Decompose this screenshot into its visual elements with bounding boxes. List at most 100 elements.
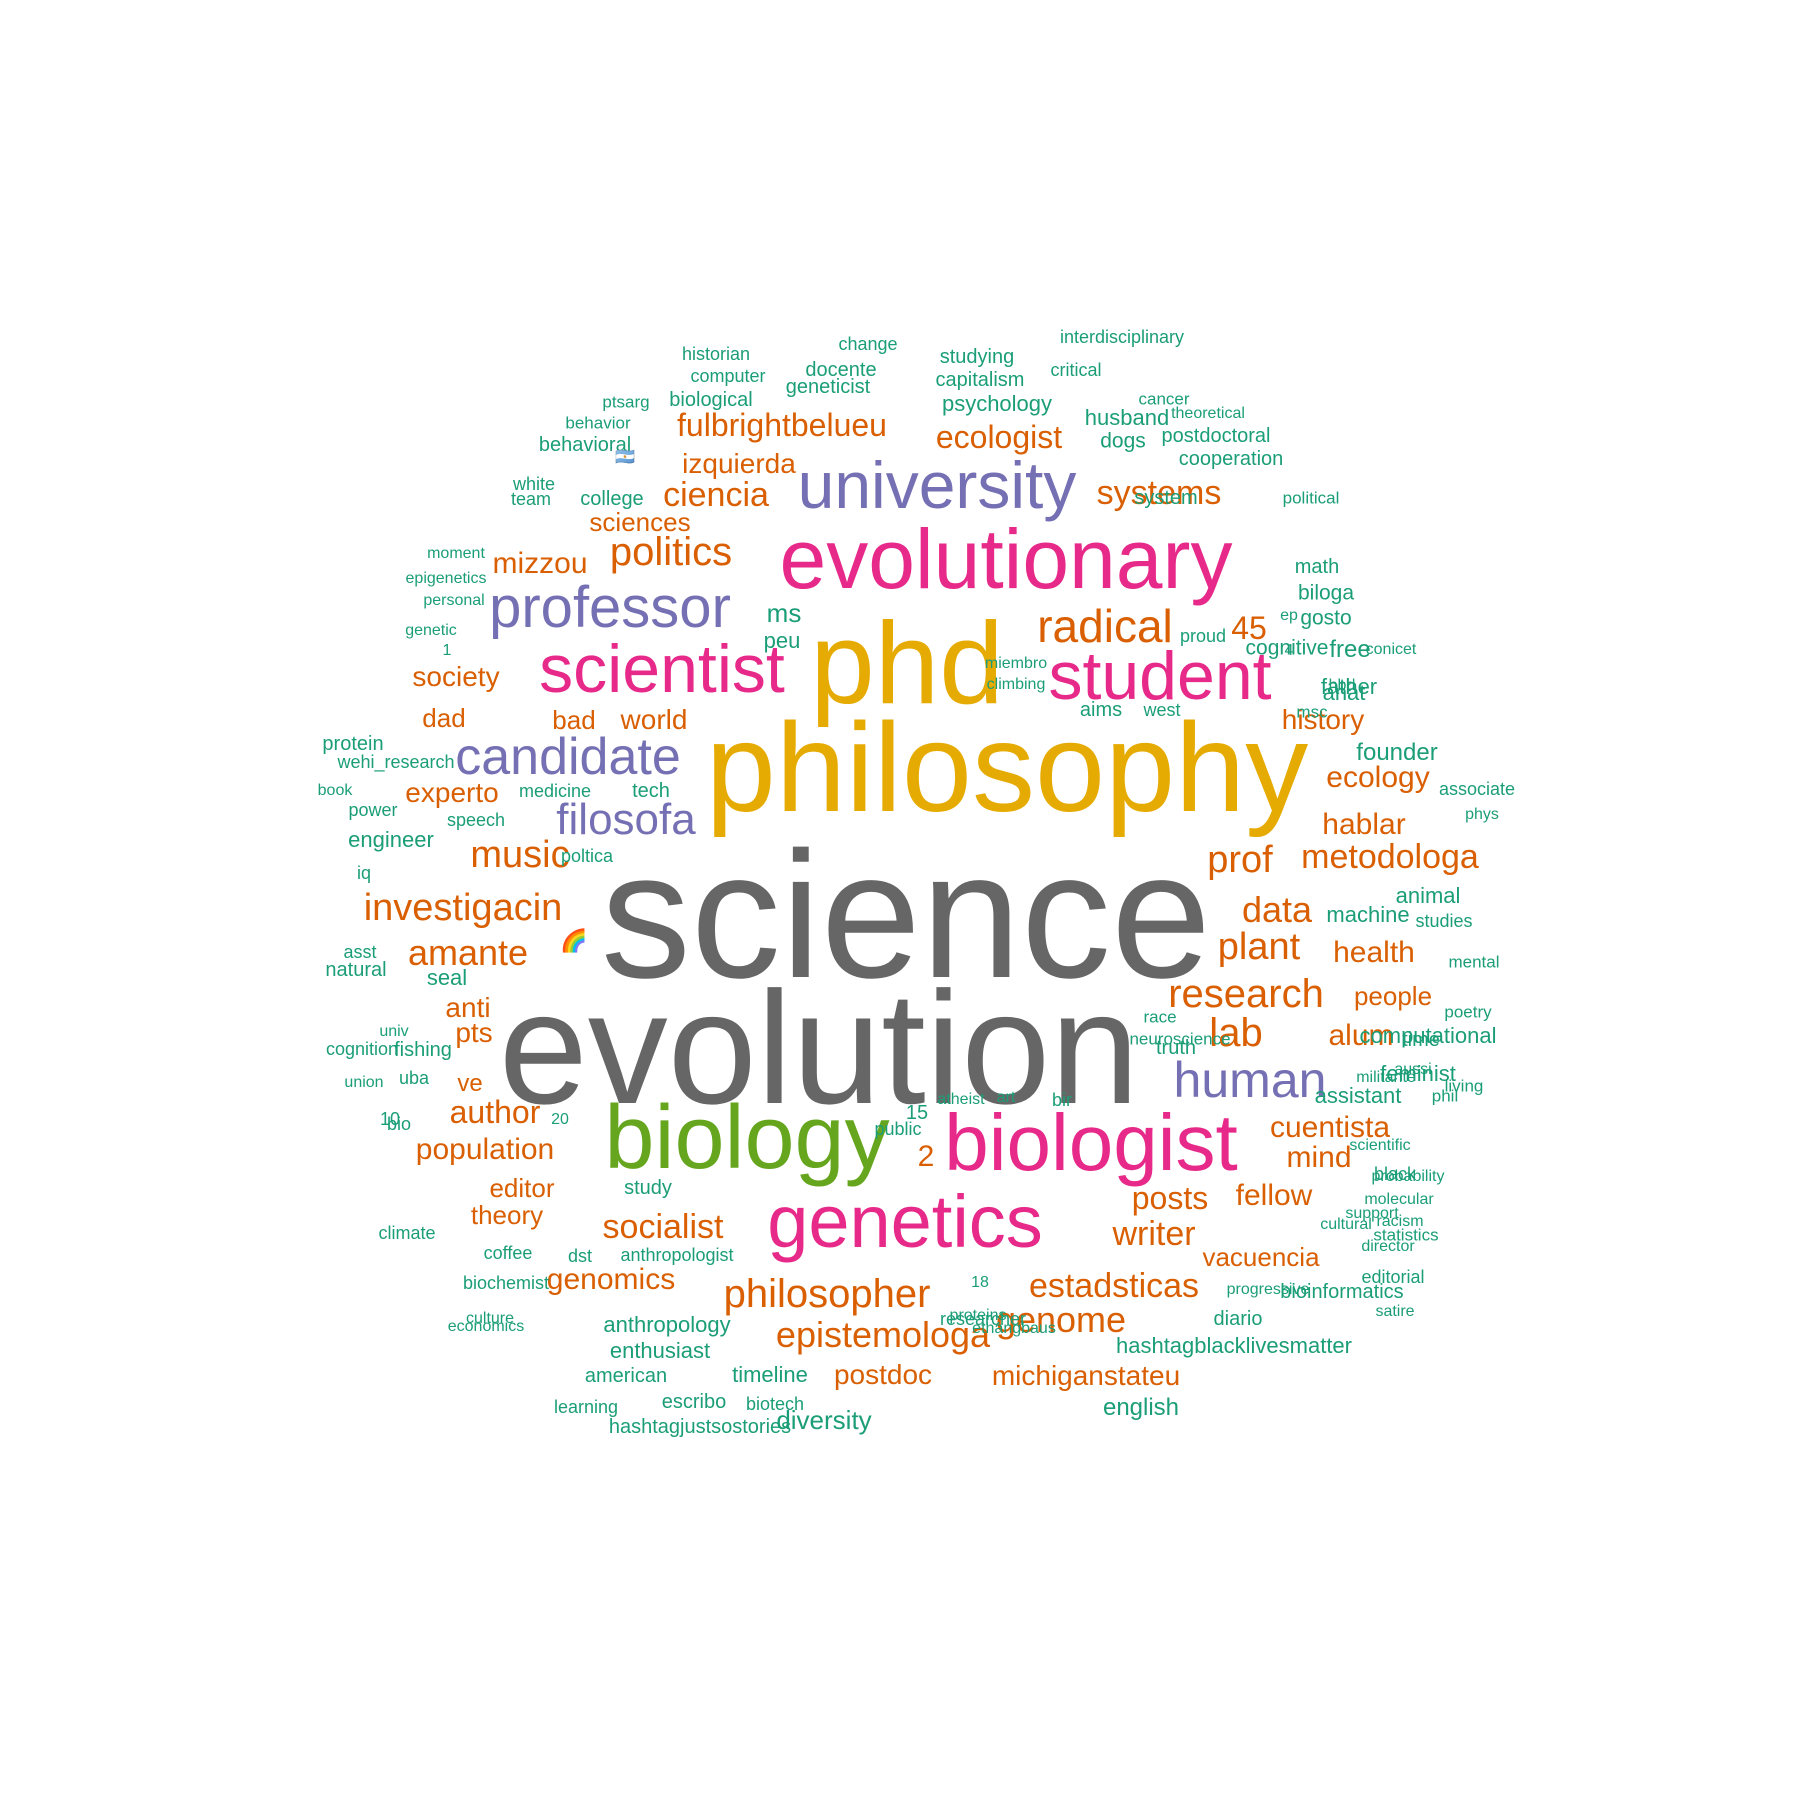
cloud-word: human: [1173, 1052, 1327, 1108]
cloud-word: behavioral: [538, 434, 632, 456]
cloud-word: math: [1294, 556, 1340, 578]
cloud-word: proteins: [949, 1307, 1007, 1324]
cloud-word: evolution: [498, 958, 1140, 1137]
cloud-word: union: [344, 1074, 384, 1091]
cloud-word: ciencia: [663, 476, 769, 514]
cloud-word: genetics: [767, 1180, 1043, 1263]
cloud-word: diario: [1213, 1308, 1263, 1330]
cloud-word: machine: [1326, 902, 1410, 927]
cloud-word: system: [1134, 487, 1198, 509]
cloud-word: 45: [1231, 610, 1267, 646]
cloud-word: biologist: [944, 1098, 1238, 1187]
cloud-word: world: [620, 704, 688, 735]
cloud-word: plant: [1217, 926, 1301, 968]
cloud-word: protein: [322, 733, 384, 755]
cloud-word: 18: [971, 1274, 989, 1291]
cloud-word: sciences: [589, 507, 691, 537]
cloud-word: data: [1241, 889, 1313, 930]
cloud-word: genomics: [546, 1263, 676, 1296]
cloud-word: experto: [405, 777, 499, 808]
cloud-word: political: [1282, 488, 1340, 508]
cloud-word: alum: [1328, 1019, 1394, 1052]
cloud-word: evolutionary: [779, 512, 1233, 606]
cloud-word: poltica: [560, 846, 614, 866]
cloud-word: climate: [378, 1223, 436, 1243]
cloud-word: historian: [681, 344, 751, 364]
cloud-word: wehi_research: [337, 752, 455, 772]
cloud-word: radical: [1037, 600, 1173, 652]
cloud-word: izquierda: [682, 448, 796, 479]
cloud-word: professor: [489, 575, 731, 640]
cloud-word: scientific: [1349, 1137, 1411, 1154]
cloud-word: seal: [426, 965, 468, 990]
cloud-word: 1: [442, 642, 452, 659]
cloud-word: conicet: [1365, 641, 1417, 658]
cloud-word: 2: [917, 1140, 935, 1173]
cloud-word: change: [838, 334, 898, 354]
cloud-word: interdisciplinary: [1059, 327, 1185, 347]
cloud-word: cultural: [1320, 1216, 1372, 1233]
cloud-word: docente: [805, 359, 877, 381]
cloud-word: fishing: [394, 1039, 452, 1061]
cloud-word: father: [1320, 674, 1378, 699]
cloud-word: biology: [604, 1088, 890, 1188]
cloud-word: asst: [343, 942, 377, 962]
cloud-word: amante: [407, 932, 529, 973]
cloud-word: critical: [1050, 360, 1102, 380]
cloud-word: ep: [1280, 607, 1298, 624]
cloud-word: 20: [551, 1111, 569, 1128]
cloud-word: ve: [457, 1070, 483, 1097]
cloud-word: militante: [1356, 1069, 1416, 1086]
cloud-word: health: [1333, 936, 1415, 969]
cloud-word: epistemologa: [775, 1314, 991, 1355]
cloud-word: investigacin: [363, 887, 563, 929]
cloud-word: author: [449, 1094, 541, 1130]
cloud-word: 🇦🇷: [615, 449, 635, 466]
cloud-word: west: [1143, 700, 1181, 720]
cloud-word: studies: [1415, 911, 1473, 931]
cloud-word: anthropologist: [620, 1245, 734, 1265]
cloud-word: support: [1345, 1205, 1399, 1222]
cloud-word: truth: [1155, 1037, 1197, 1059]
cloud-word: biochemist: [462, 1273, 550, 1293]
cloud-word: michiganstateu: [991, 1360, 1181, 1391]
cloud-word: mizzou: [492, 547, 588, 580]
cloud-word: population: [415, 1133, 555, 1166]
cloud-word: genetic: [405, 622, 457, 639]
cloud-word: time: [1402, 1029, 1440, 1051]
cloud-word: associate: [1438, 779, 1516, 799]
cloud-word: satire: [1375, 1303, 1415, 1320]
cloud-word: bioinformatics: [1280, 1281, 1404, 1303]
cloud-word: director: [1361, 1238, 1415, 1255]
cloud-word: team: [510, 489, 552, 509]
cloud-word: power: [348, 800, 398, 820]
cloud-word: music: [470, 834, 570, 876]
cloud-word: ms: [766, 598, 802, 628]
cloud-word: dst: [567, 1246, 593, 1266]
cloud-word: vacuencia: [1202, 1242, 1320, 1272]
cloud-word: aussi: [1394, 1061, 1432, 1078]
cloud-word: postdoc: [833, 1359, 933, 1390]
cloud-word: living: [1444, 1076, 1484, 1096]
cloud-word: learning: [553, 1397, 619, 1417]
cloud-word: researcher: [939, 1309, 1027, 1329]
cloud-word: coffee: [483, 1243, 533, 1263]
cloud-word: atheist: [937, 1091, 985, 1108]
cloud-word: culture: [465, 1310, 515, 1327]
cloud-word: history: [1281, 704, 1365, 735]
cloud-word: diversity: [776, 1405, 872, 1435]
cloud-word: prof: [1207, 839, 1273, 881]
cloud-word: neuroscience: [1129, 1029, 1231, 1049]
cloud-word: cooperation: [1178, 448, 1284, 470]
cloud-word: phys: [1465, 806, 1499, 823]
cloud-word: ecology: [1326, 761, 1430, 794]
cloud-word: enthusiast: [609, 1338, 711, 1363]
cloud-word: socialist: [602, 1208, 724, 1246]
cloud-word: probability: [1371, 1168, 1445, 1185]
cloud-word: computational: [1359, 1023, 1497, 1048]
cloud-word: aims: [1079, 699, 1123, 721]
cloud-word: black: [1373, 1164, 1417, 1184]
cloud-word: phil: [1431, 1086, 1459, 1106]
cloud-word: society: [412, 661, 500, 692]
cloud-word: science: [600, 815, 1212, 1016]
